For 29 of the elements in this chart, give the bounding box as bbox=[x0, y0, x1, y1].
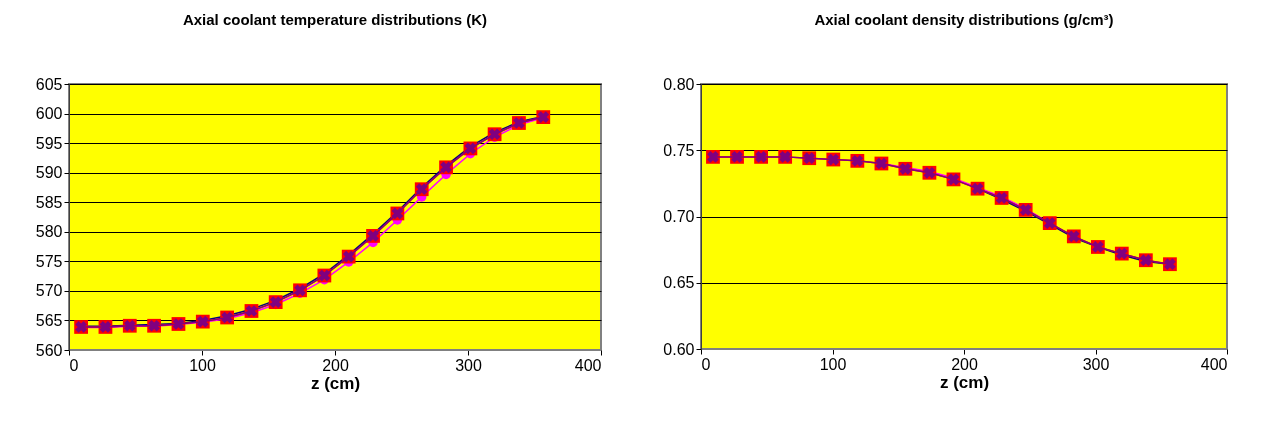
x-tick-label: 400 bbox=[1200, 355, 1228, 373]
y-tick-label: 595 bbox=[35, 134, 63, 152]
x-axis-title: z (cm) bbox=[310, 373, 361, 393]
y-tick-label: 560 bbox=[35, 341, 63, 359]
y-tick-label: 0.70 bbox=[663, 208, 695, 225]
x-tick-label: 100 bbox=[819, 355, 847, 373]
y-tick-label: 585 bbox=[35, 193, 63, 211]
y-tick-label: 0.75 bbox=[663, 141, 695, 159]
y-tick-label: 600 bbox=[35, 105, 63, 123]
y-tick-label: 605 bbox=[35, 75, 63, 93]
y-tick-label: 0.65 bbox=[663, 274, 695, 292]
chart-title: Axial coolant temperature distributions (K) bbox=[182, 11, 488, 28]
x-tick-label: 300 bbox=[1082, 355, 1110, 373]
y-tick-label: 0.80 bbox=[663, 75, 695, 93]
chart-title: Axial coolant density distributions (g/cm³) bbox=[814, 11, 1114, 28]
x-tick-label: 100 bbox=[189, 356, 216, 374]
x-tick-label: 0 bbox=[69, 356, 79, 374]
y-tick-label: 565 bbox=[35, 311, 63, 329]
y-tick-label: 580 bbox=[35, 223, 63, 241]
x-tick-label: 400 bbox=[574, 356, 602, 374]
y-tick-label: 570 bbox=[35, 282, 63, 300]
x-tick-label: 0 bbox=[701, 355, 711, 373]
x-tick-label: 300 bbox=[455, 356, 482, 374]
x-tick-label: 200 bbox=[951, 355, 978, 373]
y-tick-label: 575 bbox=[35, 252, 63, 270]
x-axis-title: z (cm) bbox=[939, 372, 990, 392]
y-tick-label: 590 bbox=[35, 164, 63, 182]
y-tick-label: 0.60 bbox=[663, 340, 695, 358]
x-tick-label: 200 bbox=[322, 356, 349, 374]
